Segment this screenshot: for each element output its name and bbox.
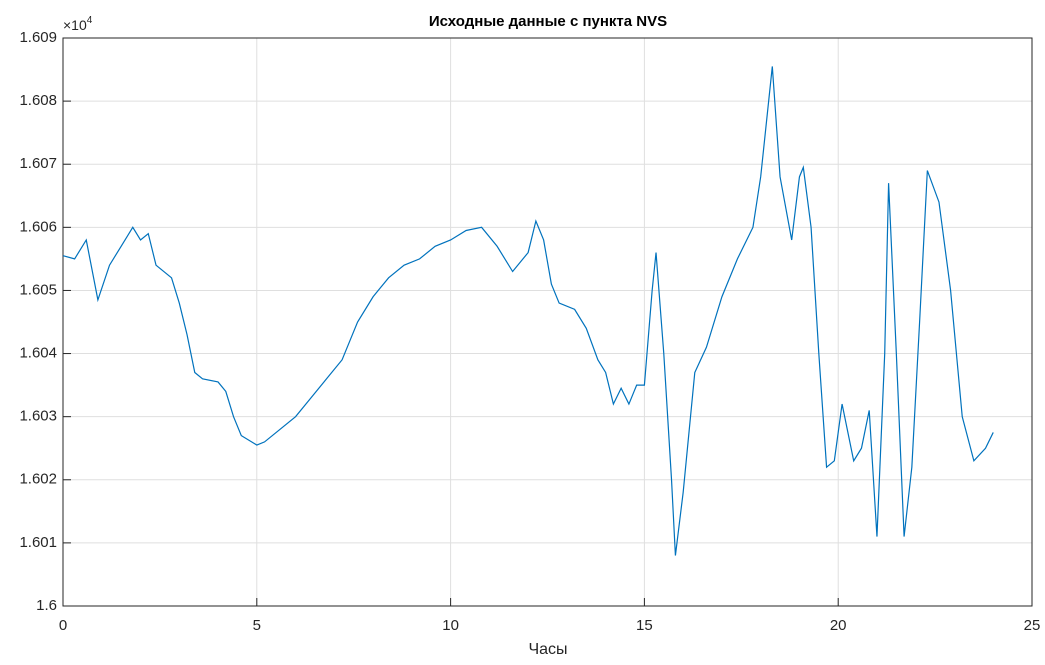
y-multiplier-base: ×10 xyxy=(63,17,87,33)
axes-box xyxy=(62,37,1033,607)
chart-title: Исходные данные с пункта NVS xyxy=(429,13,667,30)
data-line xyxy=(62,66,994,556)
y-multiplier: ×104 xyxy=(63,15,93,33)
y-tick-label: 1.6 xyxy=(36,597,57,614)
y-tick-label: 1.604 xyxy=(19,345,57,362)
y-tick-label: 1.602 xyxy=(19,471,57,488)
x-tick-label: 15 xyxy=(636,617,653,634)
y-tick-label: 1.603 xyxy=(19,408,57,425)
x-tick-label: 25 xyxy=(1024,617,1041,634)
x-tick-label: 0 xyxy=(59,617,67,634)
x-tick-label: 20 xyxy=(830,617,847,634)
y-tick-label: 1.607 xyxy=(19,155,57,172)
y-tick-label: 1.608 xyxy=(19,92,57,109)
y-tick-label: 1.606 xyxy=(19,218,57,235)
y-tick-label: 1.601 xyxy=(19,534,57,551)
y-tick-label: 1.605 xyxy=(19,281,57,298)
x-axis-label: Часы xyxy=(528,641,567,658)
x-tick-label: 10 xyxy=(442,617,459,634)
y-tick-label: 1.609 xyxy=(19,29,57,46)
x-tick-label: 5 xyxy=(253,617,261,634)
y-multiplier-power: 4 xyxy=(87,15,93,26)
